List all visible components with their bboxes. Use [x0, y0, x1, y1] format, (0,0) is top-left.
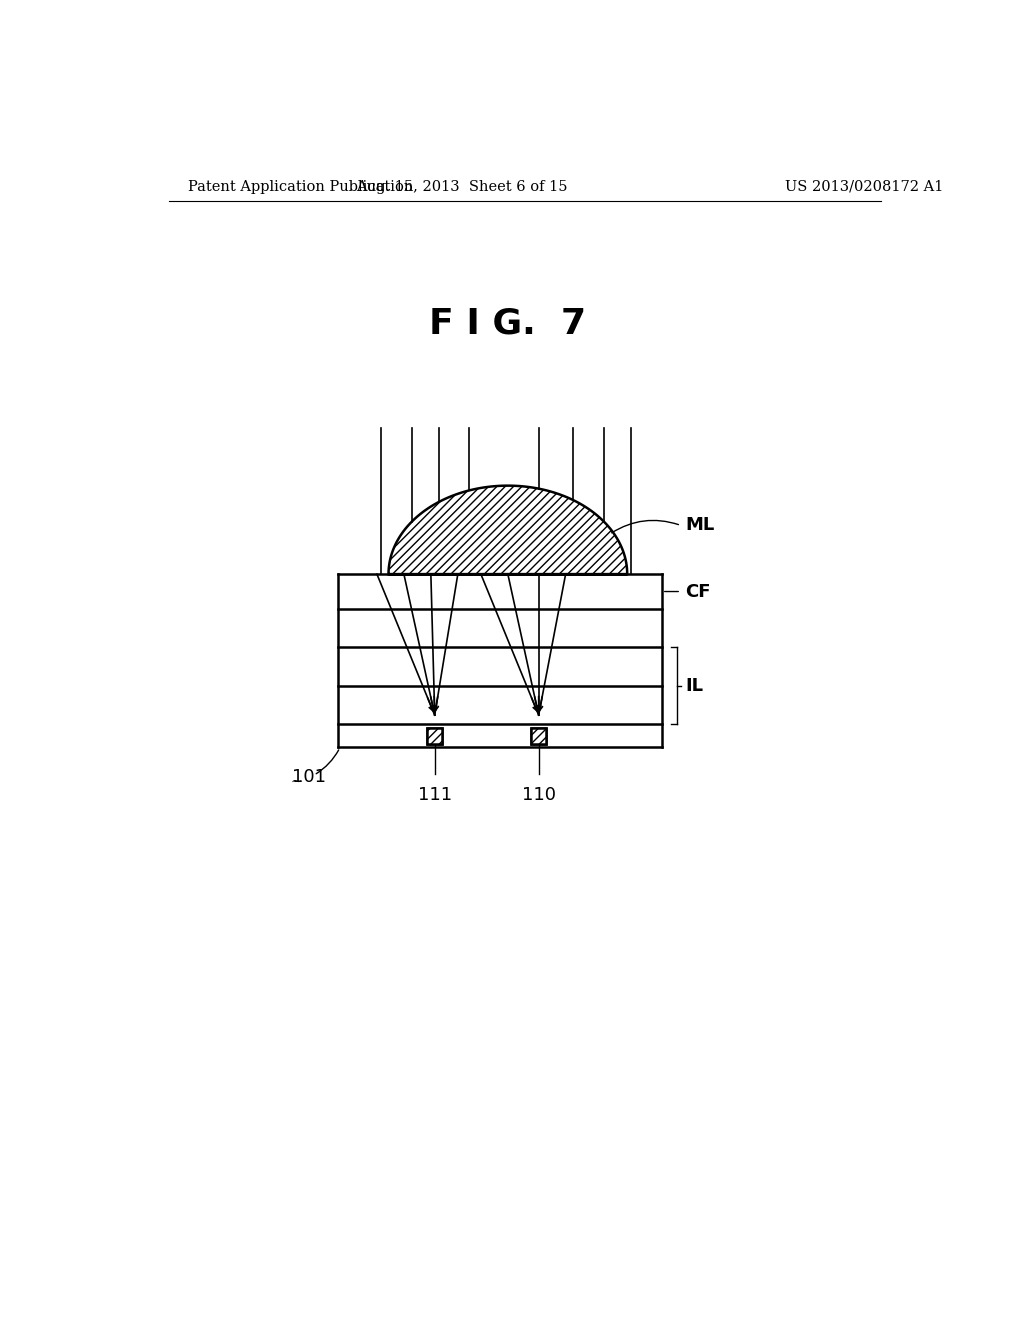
Bar: [427, 729, 442, 743]
Text: ML: ML: [685, 516, 714, 535]
Text: 110: 110: [521, 785, 556, 804]
Text: ~: ~: [291, 775, 302, 788]
Text: CF: CF: [685, 582, 711, 601]
Bar: [531, 729, 547, 743]
Bar: [427, 729, 442, 743]
Polygon shape: [388, 486, 628, 574]
Bar: [531, 729, 547, 743]
Text: F I G.  7: F I G. 7: [429, 308, 587, 341]
Text: Aug. 15, 2013  Sheet 6 of 15: Aug. 15, 2013 Sheet 6 of 15: [356, 180, 567, 194]
Text: 101: 101: [292, 768, 327, 785]
Text: Patent Application Publication: Patent Application Publication: [188, 180, 414, 194]
Polygon shape: [388, 486, 628, 574]
Text: US 2013/0208172 A1: US 2013/0208172 A1: [785, 180, 943, 194]
Text: 111: 111: [418, 785, 452, 804]
Text: IL: IL: [685, 677, 702, 694]
